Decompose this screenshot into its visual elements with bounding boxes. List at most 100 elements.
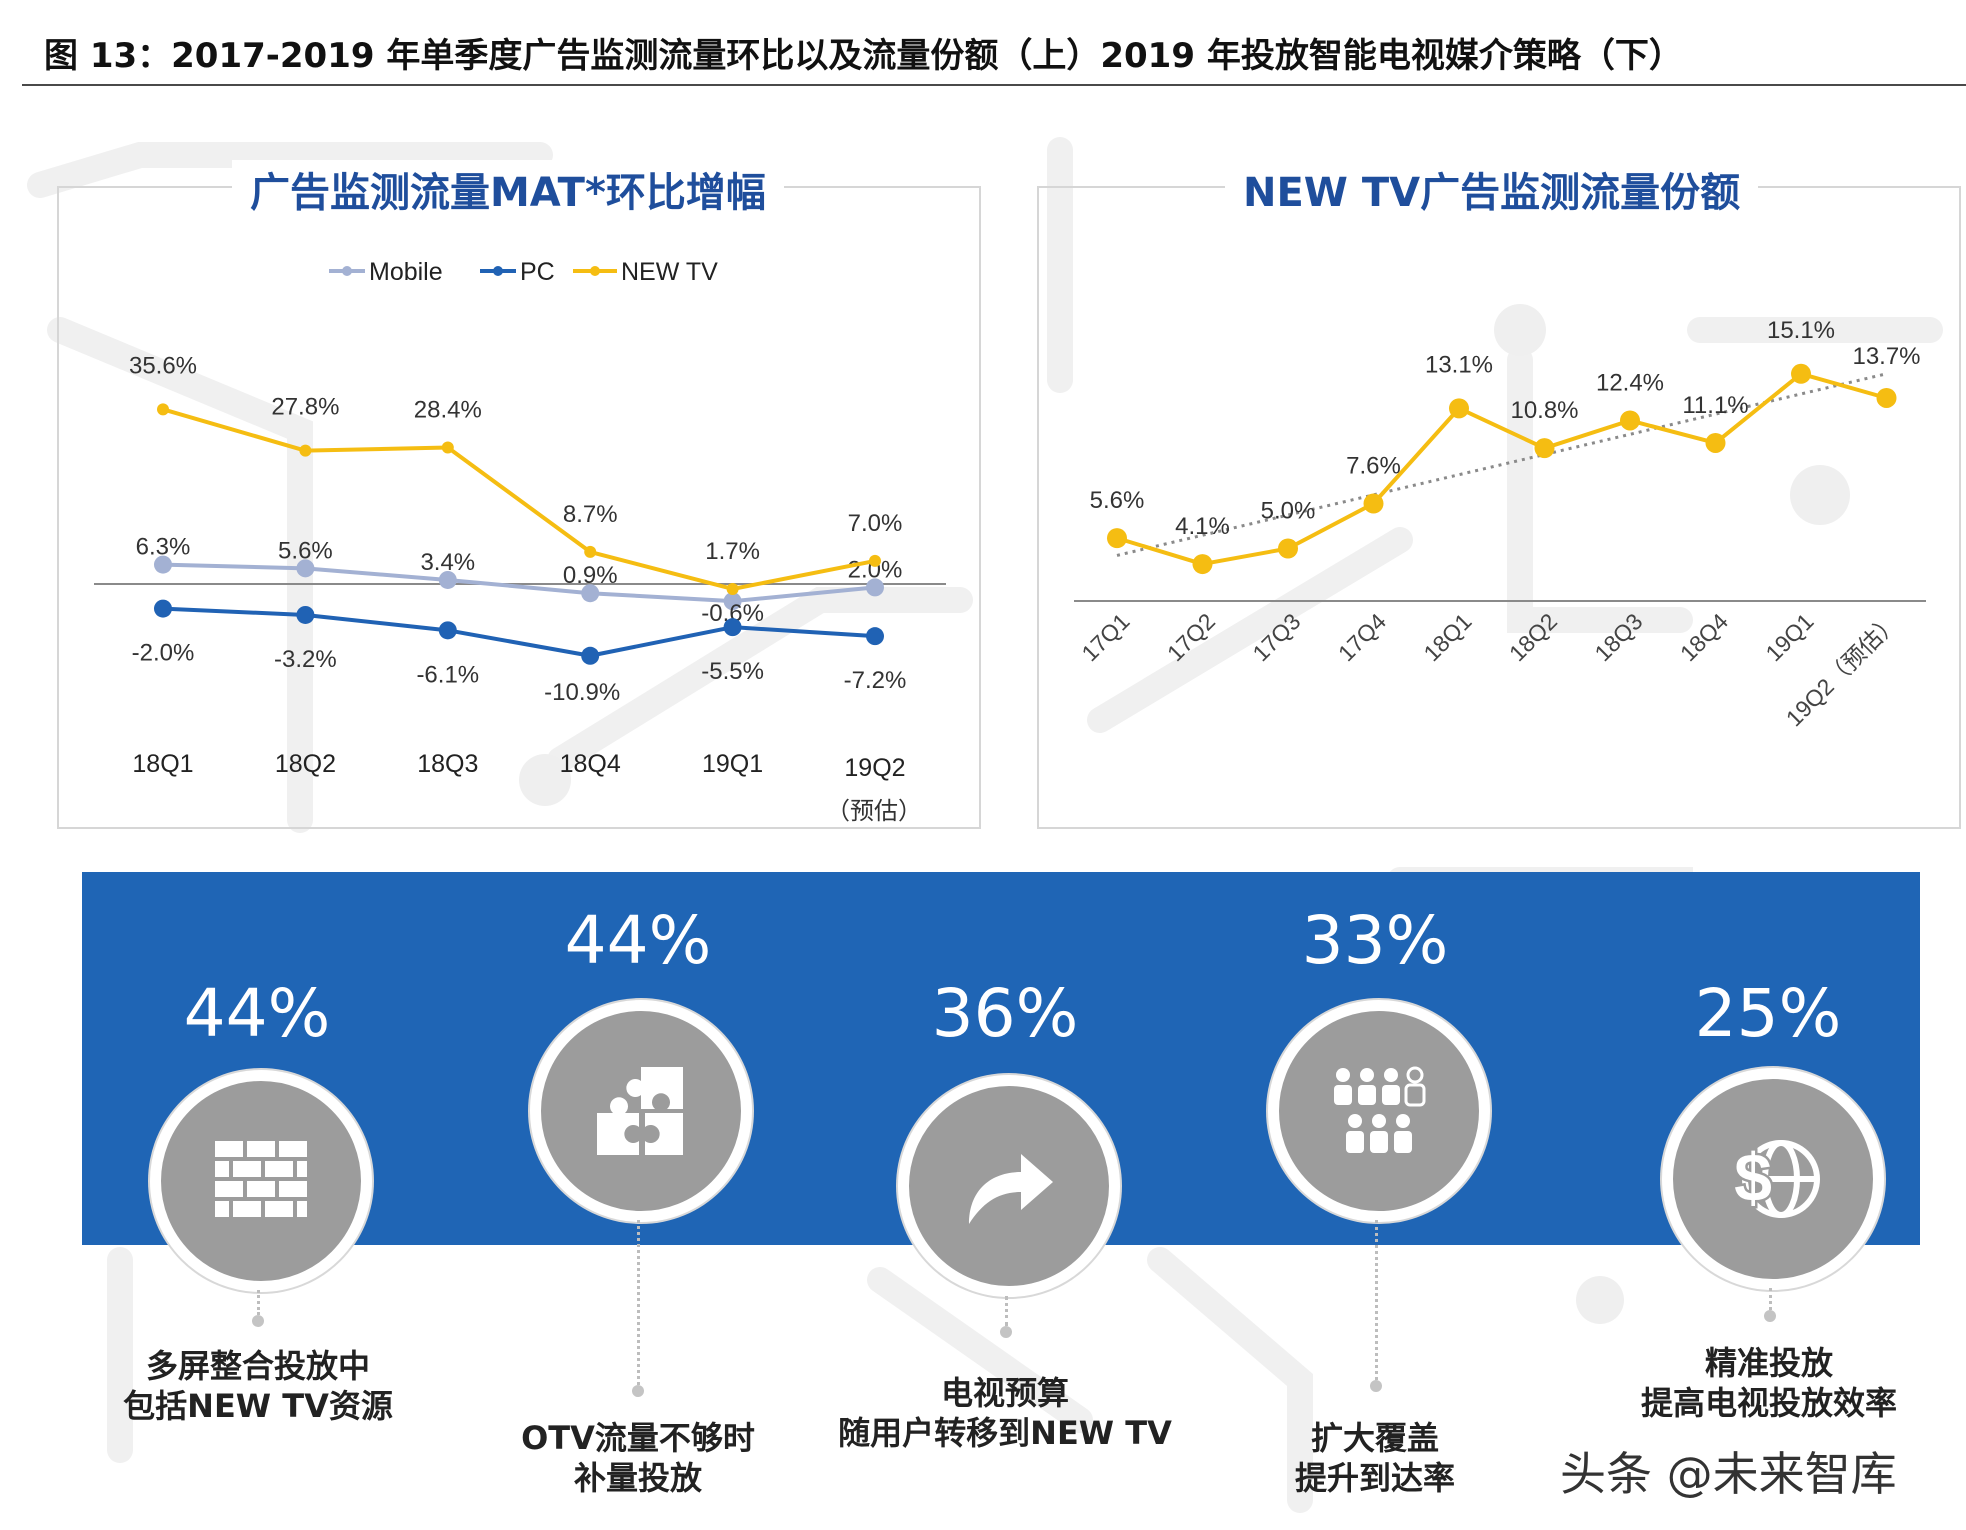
data-label: 35.6% — [129, 352, 197, 379]
legend-marker — [493, 266, 503, 276]
x-tick-label: 18Q4 — [1675, 608, 1733, 666]
connector-dot — [1000, 1326, 1012, 1338]
data-point — [1620, 410, 1640, 431]
stat-value: 33% — [1301, 902, 1449, 979]
data-point — [299, 444, 312, 457]
data-label: 4.1% — [1175, 513, 1230, 540]
chart-title: NEW TV广告监测流量份额 — [1225, 160, 1759, 218]
data-label: 11.1% — [1682, 392, 1748, 419]
data-point — [866, 578, 884, 597]
data-point — [869, 554, 881, 567]
data-point — [154, 599, 172, 618]
data-label: -2.0% — [132, 640, 195, 667]
data-point — [438, 621, 457, 640]
data-point — [157, 403, 169, 416]
caption-line: OTV流量不够时 — [521, 1419, 755, 1457]
connector-line — [1769, 1288, 1772, 1310]
stat-circle — [150, 1070, 372, 1292]
data-label: 1.7% — [705, 538, 760, 565]
mat-growth-line-chart: Mobile PC NEW TV 18Q1 18Q2 18Q3 18Q4 19Q1 19Q2 … — [57, 186, 981, 829]
data-point — [1363, 493, 1384, 514]
data-point — [296, 559, 315, 578]
data-point — [726, 582, 739, 595]
data-point — [438, 570, 457, 589]
connector-dot — [632, 1385, 644, 1397]
figure-title: 图 13：2017-2019 年单季度广告监测流量环比以及流量份额（上）2019… — [44, 36, 1683, 76]
data-label: -3.2% — [274, 646, 337, 673]
series-line-new-tv — [162, 407, 876, 591]
puzzle-icon — [597, 1067, 683, 1155]
connector-line — [1375, 1220, 1378, 1380]
data-label: 5.6% — [1090, 487, 1145, 514]
data-label: 7.6% — [1346, 453, 1401, 480]
stat-caption: 精准投放 提高电视投放效率 — [1539, 1343, 1966, 1423]
caption-line: 精准投放 — [1704, 1344, 1833, 1382]
x-tick-label: 18Q2 — [275, 750, 336, 778]
data-point — [1534, 438, 1555, 459]
data-point — [723, 618, 742, 637]
data-point — [1449, 398, 1469, 419]
title-divider — [22, 84, 1966, 86]
stat-value: 36% — [931, 975, 1079, 1052]
stat-caption: 电视预算 随用户转移到NEW TV — [775, 1373, 1235, 1453]
data-label: 6.3% — [136, 534, 191, 561]
stat-circle — [898, 1075, 1120, 1297]
caption-line: 提升到达率 — [1294, 1459, 1455, 1497]
chart-frame — [57, 186, 981, 829]
series-line-pc — [162, 606, 876, 658]
data-label: 5.0% — [1261, 498, 1316, 525]
legend-marker — [590, 266, 600, 276]
data-point — [1192, 554, 1213, 575]
data-label: 10.8% — [1510, 397, 1578, 424]
data-label: 3.4% — [420, 549, 475, 576]
x-tick-label: 17Q4 — [1333, 608, 1391, 666]
data-point — [1876, 387, 1897, 408]
caption-line: 补量投放 — [573, 1459, 702, 1497]
share-arrow-icon — [969, 1154, 1053, 1224]
data-point — [866, 627, 884, 646]
chart-frame — [1037, 186, 1961, 829]
x-tick-label: 19Q1 — [702, 750, 763, 778]
data-label: -10.9% — [544, 679, 620, 706]
data-label: -5.5% — [701, 658, 764, 685]
legend-label: NEW TV — [621, 258, 718, 286]
x-tick-label: 18Q4 — [560, 750, 621, 778]
data-label: 28.4% — [414, 396, 482, 423]
people-group-icon — [1334, 1066, 1426, 1153]
x-tick-label: 17Q2 — [1162, 608, 1220, 666]
x-tick-label: 18Q1 — [132, 750, 193, 778]
caption-line: 扩大覆盖 — [1310, 1419, 1439, 1457]
connector-line — [637, 1220, 640, 1385]
data-label: 13.7% — [1852, 343, 1920, 370]
caption-line: 多屏整合投放中 — [145, 1347, 370, 1385]
data-label: 27.8% — [271, 394, 339, 421]
connector-dot — [1764, 1310, 1776, 1322]
stat-caption: OTV流量不够时 补量投放 — [408, 1418, 868, 1498]
brick-wall-icon — [215, 1141, 307, 1217]
data-point — [296, 605, 315, 624]
x-tick-label: 19Q2 — [844, 754, 905, 782]
connector-line — [1005, 1296, 1008, 1326]
data-label: 0.9% — [563, 562, 618, 589]
caption-line: 电视预算 — [940, 1374, 1069, 1412]
x-tick-label: 17Q3 — [1247, 608, 1305, 666]
data-label: 12.4% — [1596, 369, 1664, 396]
stat-circle — [530, 1000, 752, 1222]
stat-caption: 扩大覆盖 提升到达率 — [1145, 1418, 1605, 1498]
series-line-new-tv — [1116, 371, 1888, 567]
stat-circle: $ — [1662, 1068, 1884, 1290]
stat-value: 44% — [564, 902, 712, 979]
stat-caption: 多屏整合投放中 包括NEW TV资源 — [28, 1346, 488, 1426]
data-point — [581, 584, 600, 603]
trend-line — [1116, 372, 1887, 557]
x-tick-label: 18Q1 — [1418, 608, 1476, 666]
x-tick-label: 19Q1 — [1760, 608, 1818, 666]
data-point — [584, 545, 597, 558]
data-point — [154, 555, 172, 574]
data-label: -6.1% — [416, 661, 479, 688]
data-point — [1107, 528, 1127, 549]
x-tick-label: 18Q3 — [1589, 608, 1647, 666]
legend-marker — [342, 266, 352, 276]
data-point — [1278, 538, 1298, 559]
data-label: -7.2% — [844, 667, 907, 694]
